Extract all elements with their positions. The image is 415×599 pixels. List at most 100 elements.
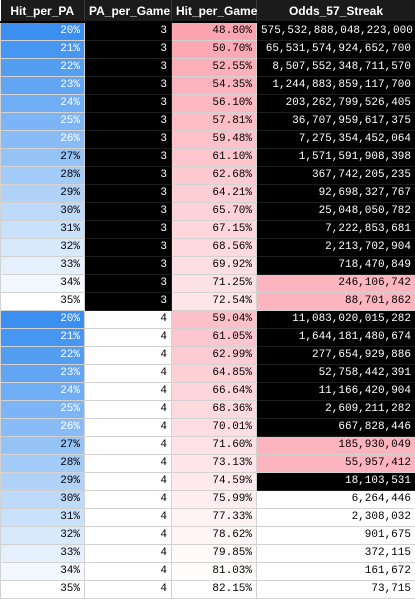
cell-pa-per-game[interactable]: 4: [85, 473, 172, 491]
cell-hit-per-game[interactable]: 54.35%: [172, 77, 257, 95]
cell-odds-57-streak[interactable]: 367,742,205,235: [257, 167, 415, 185]
cell-odds-57-streak[interactable]: 1,571,591,908,398: [257, 149, 415, 167]
cell-hit-per-game[interactable]: 59.04%: [172, 311, 257, 329]
cell-hit-per-pa[interactable]: 23%: [1, 365, 85, 383]
cell-odds-57-streak[interactable]: 1,244,883,859,117,700: [257, 77, 415, 95]
cell-pa-per-game[interactable]: 4: [85, 509, 172, 527]
cell-hit-per-game[interactable]: 50.70%: [172, 41, 257, 59]
cell-pa-per-game[interactable]: 3: [85, 293, 172, 311]
cell-odds-57-streak[interactable]: 667,828,446: [257, 419, 415, 437]
cell-pa-per-game[interactable]: 3: [85, 22, 172, 41]
cell-hit-per-pa[interactable]: 27%: [1, 149, 85, 167]
cell-hit-per-game[interactable]: 62.99%: [172, 347, 257, 365]
cell-pa-per-game[interactable]: 3: [85, 185, 172, 203]
cell-hit-per-pa[interactable]: 34%: [1, 563, 85, 581]
cell-hit-per-pa[interactable]: 21%: [1, 41, 85, 59]
cell-hit-per-pa[interactable]: 21%: [1, 329, 85, 347]
cell-hit-per-game[interactable]: 69.92%: [172, 257, 257, 275]
cell-hit-per-game[interactable]: 68.56%: [172, 239, 257, 257]
cell-hit-per-pa[interactable]: 30%: [1, 203, 85, 221]
cell-odds-57-streak[interactable]: 11,166,420,904: [257, 383, 415, 401]
cell-hit-per-game[interactable]: 62.68%: [172, 167, 257, 185]
header-odds-57-streak[interactable]: Odds_57_Streak: [257, 0, 415, 22]
cell-odds-57-streak[interactable]: 246,106,742: [257, 275, 415, 293]
cell-hit-per-pa[interactable]: 22%: [1, 59, 85, 77]
cell-hit-per-pa[interactable]: 35%: [1, 293, 85, 311]
cell-hit-per-pa[interactable]: 29%: [1, 185, 85, 203]
cell-hit-per-game[interactable]: 70.01%: [172, 419, 257, 437]
cell-odds-57-streak[interactable]: 7,222,853,681: [257, 221, 415, 239]
cell-hit-per-game[interactable]: 48.80%: [172, 22, 257, 41]
cell-pa-per-game[interactable]: 3: [85, 41, 172, 59]
cell-odds-57-streak[interactable]: 52,758,442,391: [257, 365, 415, 383]
cell-pa-per-game[interactable]: 3: [85, 257, 172, 275]
cell-odds-57-streak[interactable]: 2,213,702,904: [257, 239, 415, 257]
cell-pa-per-game[interactable]: 3: [85, 59, 172, 77]
cell-hit-per-pa[interactable]: 25%: [1, 401, 85, 419]
cell-hit-per-game[interactable]: 56.10%: [172, 95, 257, 113]
cell-hit-per-pa[interactable]: 23%: [1, 77, 85, 95]
cell-odds-57-streak[interactable]: 25,048,050,782: [257, 203, 415, 221]
cell-pa-per-game[interactable]: 3: [85, 239, 172, 257]
cell-pa-per-game[interactable]: 4: [85, 419, 172, 437]
cell-pa-per-game[interactable]: 4: [85, 347, 172, 365]
cell-hit-per-game[interactable]: 75.99%: [172, 491, 257, 509]
cell-pa-per-game[interactable]: 4: [85, 437, 172, 455]
cell-hit-per-game[interactable]: 82.15%: [172, 581, 257, 599]
cell-hit-per-pa[interactable]: 28%: [1, 455, 85, 473]
cell-hit-per-game[interactable]: 81.03%: [172, 563, 257, 581]
cell-pa-per-game[interactable]: 4: [85, 365, 172, 383]
cell-hit-per-pa[interactable]: 28%: [1, 167, 85, 185]
cell-odds-57-streak[interactable]: 8,507,552,348,711,570: [257, 59, 415, 77]
cell-hit-per-game[interactable]: 68.36%: [172, 401, 257, 419]
cell-odds-57-streak[interactable]: 73,715: [257, 581, 415, 599]
cell-hit-per-game[interactable]: 67.15%: [172, 221, 257, 239]
cell-pa-per-game[interactable]: 3: [85, 275, 172, 293]
cell-pa-per-game[interactable]: 4: [85, 563, 172, 581]
cell-hit-per-game[interactable]: 73.13%: [172, 455, 257, 473]
cell-odds-57-streak[interactable]: 2,308,032: [257, 509, 415, 527]
cell-pa-per-game[interactable]: 3: [85, 149, 172, 167]
cell-hit-per-pa[interactable]: 26%: [1, 419, 85, 437]
cell-odds-57-streak[interactable]: 203,262,799,526,405: [257, 95, 415, 113]
cell-hit-per-pa[interactable]: 33%: [1, 257, 85, 275]
cell-hit-per-game[interactable]: 52.55%: [172, 59, 257, 77]
cell-hit-per-pa[interactable]: 24%: [1, 95, 85, 113]
cell-odds-57-streak[interactable]: 575,532,888,048,223,000: [257, 22, 415, 41]
cell-pa-per-game[interactable]: 4: [85, 455, 172, 473]
cell-hit-per-game[interactable]: 61.10%: [172, 149, 257, 167]
cell-hit-per-game[interactable]: 71.25%: [172, 275, 257, 293]
cell-odds-57-streak[interactable]: 36,707,959,617,375: [257, 113, 415, 131]
cell-odds-57-streak[interactable]: 7,275,354,452,064: [257, 131, 415, 149]
cell-odds-57-streak[interactable]: 65,531,574,924,652,700: [257, 41, 415, 59]
cell-hit-per-pa[interactable]: 26%: [1, 131, 85, 149]
cell-hit-per-game[interactable]: 79.85%: [172, 545, 257, 563]
cell-pa-per-game[interactable]: 4: [85, 545, 172, 563]
cell-pa-per-game[interactable]: 4: [85, 383, 172, 401]
cell-pa-per-game[interactable]: 3: [85, 203, 172, 221]
cell-odds-57-streak[interactable]: 55,957,412: [257, 455, 415, 473]
cell-odds-57-streak[interactable]: 277,654,929,886: [257, 347, 415, 365]
cell-hit-per-game[interactable]: 72.54%: [172, 293, 257, 311]
cell-hit-per-pa[interactable]: 32%: [1, 239, 85, 257]
cell-pa-per-game[interactable]: 3: [85, 131, 172, 149]
cell-odds-57-streak[interactable]: 11,083,020,015,282: [257, 311, 415, 329]
cell-hit-per-pa[interactable]: 29%: [1, 473, 85, 491]
